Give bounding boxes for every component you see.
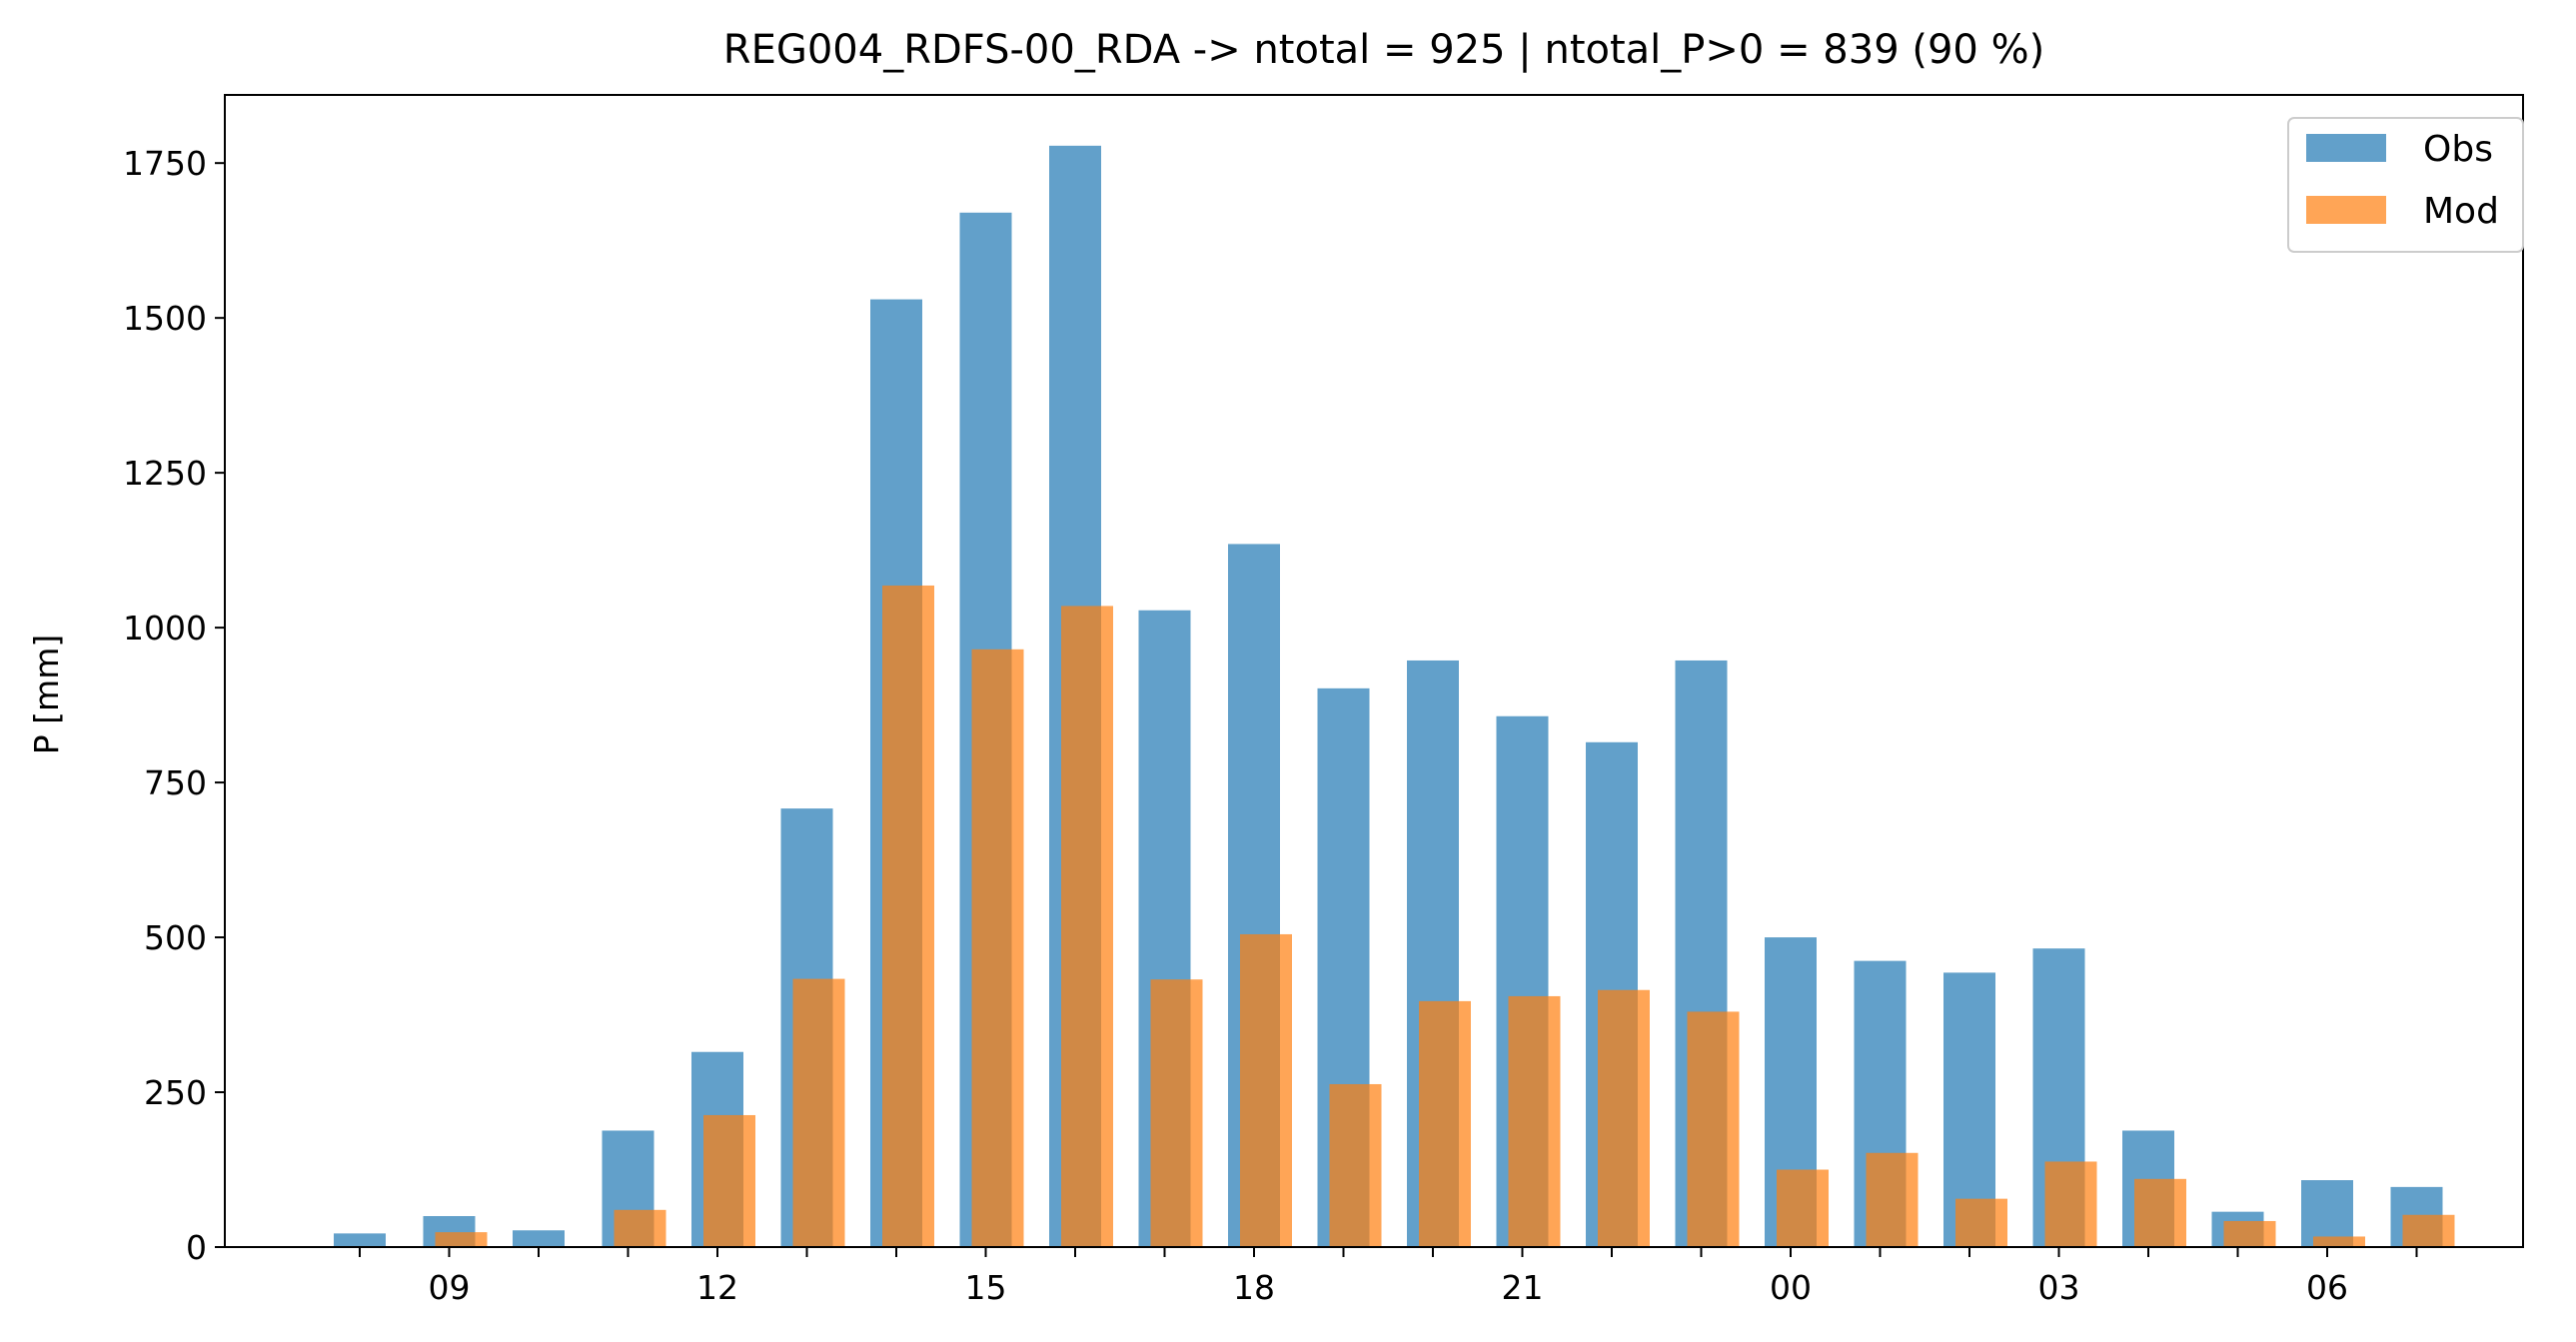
mod-bar-14 bbox=[882, 585, 934, 1247]
y-tick-label-250: 250 bbox=[144, 1073, 207, 1112]
mod-bar-15 bbox=[971, 649, 1024, 1247]
y-tick-label-0: 0 bbox=[186, 1228, 207, 1267]
mod-bar-13 bbox=[792, 978, 845, 1247]
y-tick-label-1250: 1250 bbox=[123, 454, 207, 493]
legend-swatch-obs bbox=[2306, 134, 2386, 162]
mod-bar-09 bbox=[435, 1232, 488, 1247]
y-tick-label-1500: 1500 bbox=[123, 299, 207, 338]
mod-bar-19 bbox=[1329, 1083, 1382, 1247]
mod-bar-17 bbox=[1150, 979, 1203, 1247]
mod-bars bbox=[435, 585, 2455, 1247]
y-tick-label-750: 750 bbox=[144, 763, 207, 802]
x-tick-label-18: 18 bbox=[1233, 1268, 1275, 1307]
mod-bar-02 bbox=[1955, 1198, 2007, 1247]
mod-bar-03 bbox=[2044, 1161, 2097, 1247]
legend-label-obs: Obs bbox=[2423, 129, 2493, 170]
mod-bar-16 bbox=[1061, 606, 1113, 1247]
mod-bar-05 bbox=[2223, 1220, 2276, 1247]
mod-bar-01 bbox=[1866, 1152, 1919, 1247]
mod-bar-18 bbox=[1240, 933, 1292, 1247]
plot-frame bbox=[224, 94, 2524, 1248]
obs-bar-08 bbox=[334, 1233, 386, 1247]
x-tick-label-09: 09 bbox=[429, 1268, 471, 1307]
obs-bar-06 bbox=[2301, 1180, 2353, 1247]
mod-bar-04 bbox=[2134, 1178, 2186, 1247]
mod-bar-22 bbox=[1598, 989, 1650, 1247]
mod-bar-12 bbox=[703, 1114, 755, 1247]
y-axis-ticks: 0 250 500 750 1000 1250 1500 1750 bbox=[123, 144, 225, 1267]
mod-bar-20 bbox=[1419, 1000, 1471, 1247]
mod-bar-21 bbox=[1508, 995, 1561, 1247]
y-tick-label-1000: 1000 bbox=[123, 609, 207, 648]
x-axis-ticks: 09 12 15 18 21 00 03 06 bbox=[359, 1247, 2418, 1307]
chart-title: REG004_RDFS-00_RDA -> ntotal = 925 | nto… bbox=[723, 27, 2044, 73]
legend-label-mod: Mod bbox=[2423, 191, 2499, 232]
mod-bar-23 bbox=[1687, 1011, 1740, 1247]
legend-swatch-mod bbox=[2306, 196, 2386, 224]
x-tick-label-03: 03 bbox=[2038, 1268, 2080, 1307]
y-tick-label-500: 500 bbox=[144, 918, 207, 957]
mod-bar-06 bbox=[2313, 1236, 2365, 1247]
x-tick-label-00: 00 bbox=[1770, 1268, 1812, 1307]
mod-bar-11 bbox=[614, 1209, 666, 1247]
legend: Obs Mod bbox=[2287, 117, 2524, 253]
y-axis-label: P [mm] bbox=[27, 635, 66, 754]
x-tick-label-15: 15 bbox=[965, 1268, 1007, 1307]
mod-bar-00 bbox=[1777, 1169, 1829, 1247]
x-tick-label-12: 12 bbox=[696, 1268, 738, 1307]
x-tick-label-06: 06 bbox=[2306, 1268, 2348, 1307]
mod-bar-07 bbox=[2402, 1214, 2455, 1247]
x-tick-label-21: 21 bbox=[1502, 1268, 1544, 1307]
y-tick-label-1750: 1750 bbox=[123, 144, 207, 183]
obs-bar-10 bbox=[513, 1230, 565, 1247]
